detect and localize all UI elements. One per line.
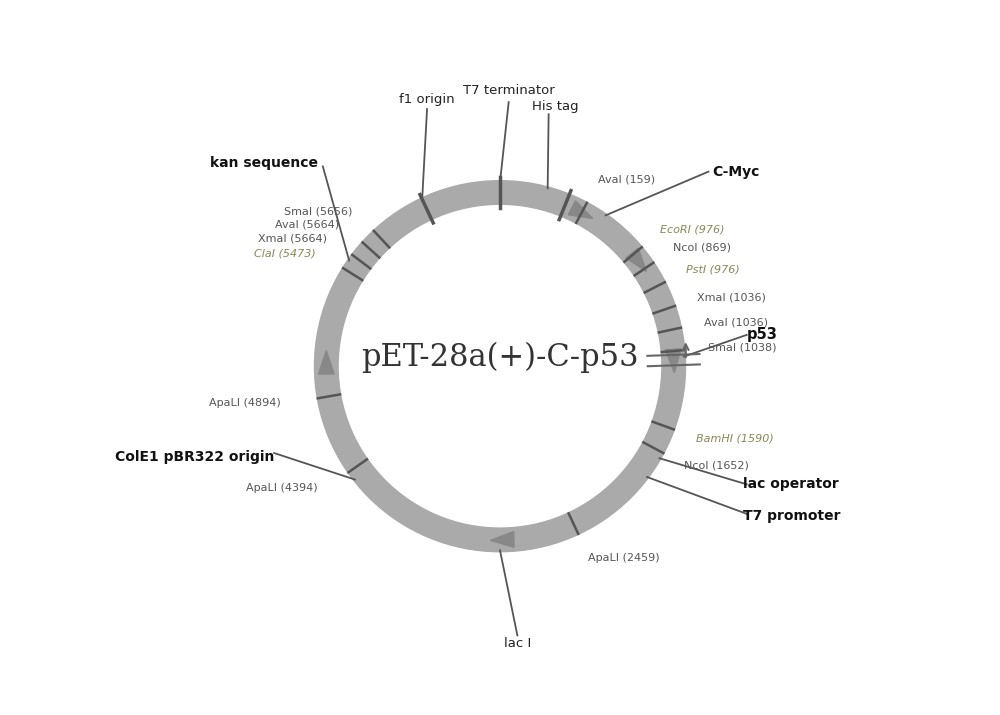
Text: ClaI (5473): ClaI (5473) bbox=[254, 249, 316, 259]
Text: SmaI (5656): SmaI (5656) bbox=[284, 206, 352, 216]
Text: ApaLI (4394): ApaLI (4394) bbox=[246, 483, 318, 493]
Text: f1 origin: f1 origin bbox=[399, 93, 455, 106]
Text: NcoI (1652): NcoI (1652) bbox=[684, 460, 749, 470]
Text: PstI (976): PstI (976) bbox=[686, 265, 739, 275]
Text: XmaI (5664): XmaI (5664) bbox=[258, 234, 327, 244]
Text: AvaI (159): AvaI (159) bbox=[598, 174, 655, 184]
Text: C-Myc: C-Myc bbox=[712, 164, 759, 179]
Text: lac I: lac I bbox=[504, 637, 531, 650]
Text: ApaLI (2459): ApaLI (2459) bbox=[588, 553, 660, 563]
Text: AvaI (5664): AvaI (5664) bbox=[275, 220, 339, 230]
Text: T7 promoter: T7 promoter bbox=[743, 508, 841, 523]
Polygon shape bbox=[626, 248, 647, 272]
Text: ApaLI (4894): ApaLI (4894) bbox=[209, 398, 281, 408]
Polygon shape bbox=[490, 532, 514, 547]
Text: T7 terminator: T7 terminator bbox=[463, 84, 555, 97]
Polygon shape bbox=[665, 349, 681, 373]
Text: His tag: His tag bbox=[532, 99, 579, 112]
Text: p53: p53 bbox=[747, 327, 778, 342]
Text: pET-28a(+)-C-p53: pET-28a(+)-C-p53 bbox=[361, 342, 639, 373]
Text: kan sequence: kan sequence bbox=[210, 156, 318, 170]
Text: lac operator: lac operator bbox=[743, 478, 839, 491]
Text: NcoI (869): NcoI (869) bbox=[673, 242, 731, 252]
Text: SmaI (1038): SmaI (1038) bbox=[708, 342, 776, 352]
Text: BamHI (1590): BamHI (1590) bbox=[696, 434, 774, 444]
Text: XmaI (1036): XmaI (1036) bbox=[697, 292, 766, 302]
Text: ColE1 pBR322 origin: ColE1 pBR322 origin bbox=[115, 450, 274, 463]
Polygon shape bbox=[318, 350, 334, 374]
Text: EcoRI (976): EcoRI (976) bbox=[660, 225, 724, 235]
Text: AvaI (1036): AvaI (1036) bbox=[704, 317, 768, 327]
Polygon shape bbox=[568, 201, 593, 219]
